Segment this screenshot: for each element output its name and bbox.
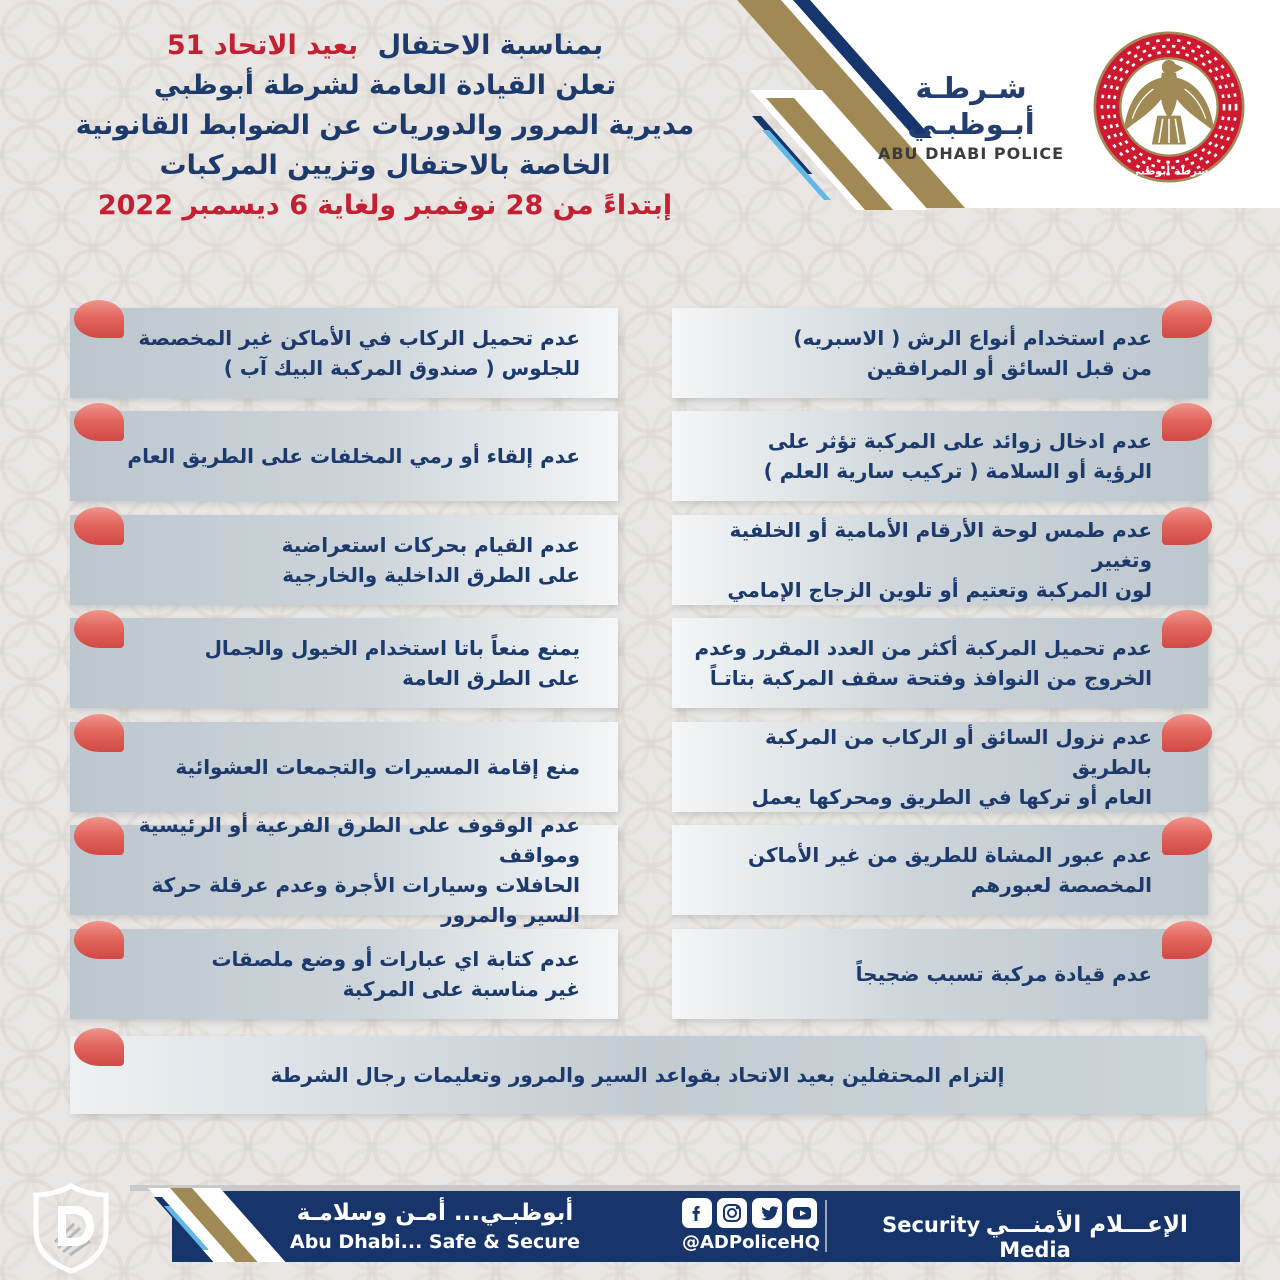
bullet-petal-icon [74,300,124,338]
security-media-label: الإعـــلام الأمنـــي Security Media [845,1212,1225,1262]
dept-name-english: Security Media [882,1213,1071,1262]
rule-text: عدم عبور المشاة للطريق من غير الأماكن ال… [747,843,1152,897]
bullet-petal-icon [74,403,124,441]
bullet-petal-icon [1162,507,1212,545]
rule-text: عدم كتابة اي عبارات أو وضع ملصقات غير من… [211,947,580,1001]
abu-dhabi-police-emblem-icon: شرطة أبوظبي [1092,30,1246,184]
rule-text: عدم تحميل الركاب في الأماكن غير المخصصة … [138,326,580,380]
dept-name-arabic: الإعـــلام الأمنـــي [985,1212,1188,1238]
rule-banner: عدم قيادة مركبة تسبب ضجيجاً [672,921,1212,1019]
saher-shield-icon [33,1183,109,1274]
rule-text: عدم القيام بحركات استعراضية على الطرق ال… [281,533,580,587]
facebook-icon [682,1198,712,1228]
rule-text: إلتزام المحتفلين بعيد الاتحاد بقواعد الس… [270,1063,1005,1087]
header-line-1: بمناسبة الاحتفال بعيد الاتحاد 51 [60,26,710,66]
rule-banner: منع إقامة المسيرات والتجمعات العشوائية [70,714,618,812]
header-line-3: مديرية المرور والدوريات عن الضوابط القان… [75,110,695,141]
header-line-2: تعلن القيادة العامة لشرطة أبوظبي [153,70,617,101]
rule-banner: عدم القيام بحركات استعراضية على الطرق ال… [70,507,618,605]
rule-banner: عدم تحميل الركاب في الأماكن غير المخصصة … [70,300,618,398]
social-handle: @ADPoliceHQ [682,1232,821,1253]
rule-banner: عدم كتابة اي عبارات أو وضع ملصقات غير من… [70,921,618,1019]
bullet-petal-icon [74,507,124,545]
youtube-icon [787,1198,817,1228]
rule-text: عدم إلقاء أو رمي المخلفات على الطريق الع… [127,444,580,468]
bullet-petal-icon [1162,300,1212,338]
brand-wordmark: شـرطـة أبـوظبـي ABU DHABI POLICE [852,70,1090,166]
footer-top-strip [130,1185,1240,1191]
bullet-petal-icon [74,714,124,752]
rule-banner: عدم الوقوف على الطرق الفرعية أو الرئيسية… [70,813,618,927]
rule-text: عدم قيادة مركبة تسبب ضجيجاً [855,962,1152,986]
rule-text: منع إقامة المسيرات والتجمعات العشوائية [175,755,580,779]
compliance-banner: إلتزام المحتفلين بعيد الاتحاد بقواعد الس… [70,1028,1205,1114]
rule-text: عدم نزول السائق أو الركاب من المركبة بال… [751,725,1152,809]
social-media-block: @ADPoliceHQ [682,1198,821,1253]
rule-text: عدم ادخال زوائد على المركبة تؤثر على الر… [763,429,1152,483]
slogan-arabic: أبوظبـي... أمـن وسلامـة [296,1200,574,1226]
bullet-petal-icon [74,1028,124,1066]
brand-name-arabic: شـرطـة أبـوظبـي [907,71,1035,141]
rule-text: عدم تحميل المركبة أكثر من العدد المقرر و… [694,636,1152,690]
brand-name-english: ABU DHABI POLICE [877,144,1065,163]
header-line-4: الخاصة بالاحتفال وتزيين المركبات [159,150,611,181]
rule-banner: عدم تحميل المركبة أكثر من العدد المقرر و… [672,610,1212,708]
bullet-petal-icon [74,921,124,959]
falcon-icon [1124,60,1214,145]
bullet-petal-icon [1162,714,1212,752]
instagram-icon [717,1198,747,1228]
header-date-line: إبتداءً من 28 نوفمبر ولغاية 6 ديسمبر 202… [97,190,673,221]
emblem-bottom-text: شرطة أبوظبي [1130,163,1209,177]
bullet-petal-icon [1162,921,1212,959]
bullet-petal-icon [74,610,124,648]
rule-banner: عدم إلقاء أو رمي المخلفات على الطريق الع… [70,403,618,501]
rule-banner: عدم نزول السائق أو الركاب من المركبة بال… [672,714,1212,812]
announcement-header: بمناسبة الاحتفال بعيد الاتحاد 51 تعلن ال… [60,26,710,226]
rule-text: عدم الوقوف على الطرق الفرعية أو الرئيسية… [138,813,580,927]
footer-slogan: أبوظبـي... أمـن وسلامـة Abu Dhabi... Saf… [285,1197,585,1255]
bullet-petal-icon [1162,403,1212,441]
rule-banner: عدم ادخال زوائد على المركبة تؤثر على الر… [672,403,1212,501]
bullet-petal-icon [1162,817,1212,855]
bullet-petal-icon [1162,610,1212,648]
header-line1-red: بعيد الاتحاد 51 [166,30,359,61]
twitter-icon [752,1198,782,1228]
slogan-english: Abu Dhabi... Safe & Secure [289,1231,581,1253]
rule-banner: عدم عبور المشاة للطريق من غير الأماكن ال… [672,817,1212,915]
footer-divider [825,1200,827,1252]
header-line1-navy: بمناسبة الاحتفال [377,30,604,61]
rule-banner: عدم استخدام أنواع الرش ( الاسبريه) من قب… [672,300,1212,398]
rule-text: يمنع منعاً باتا استخدام الخيول والجمال ع… [204,636,580,690]
rule-text: عدم طمس لوحة الأرقام الأمامية أو الخلفية… [727,518,1152,602]
rule-banner: يمنع منعاً باتا استخدام الخيول والجمال ع… [70,610,618,708]
rule-text: عدم استخدام أنواع الرش ( الاسبريه) من قب… [793,326,1152,380]
bullet-petal-icon [74,817,124,855]
rule-banner: عدم طمس لوحة الأرقام الأمامية أو الخلفية… [672,507,1212,605]
